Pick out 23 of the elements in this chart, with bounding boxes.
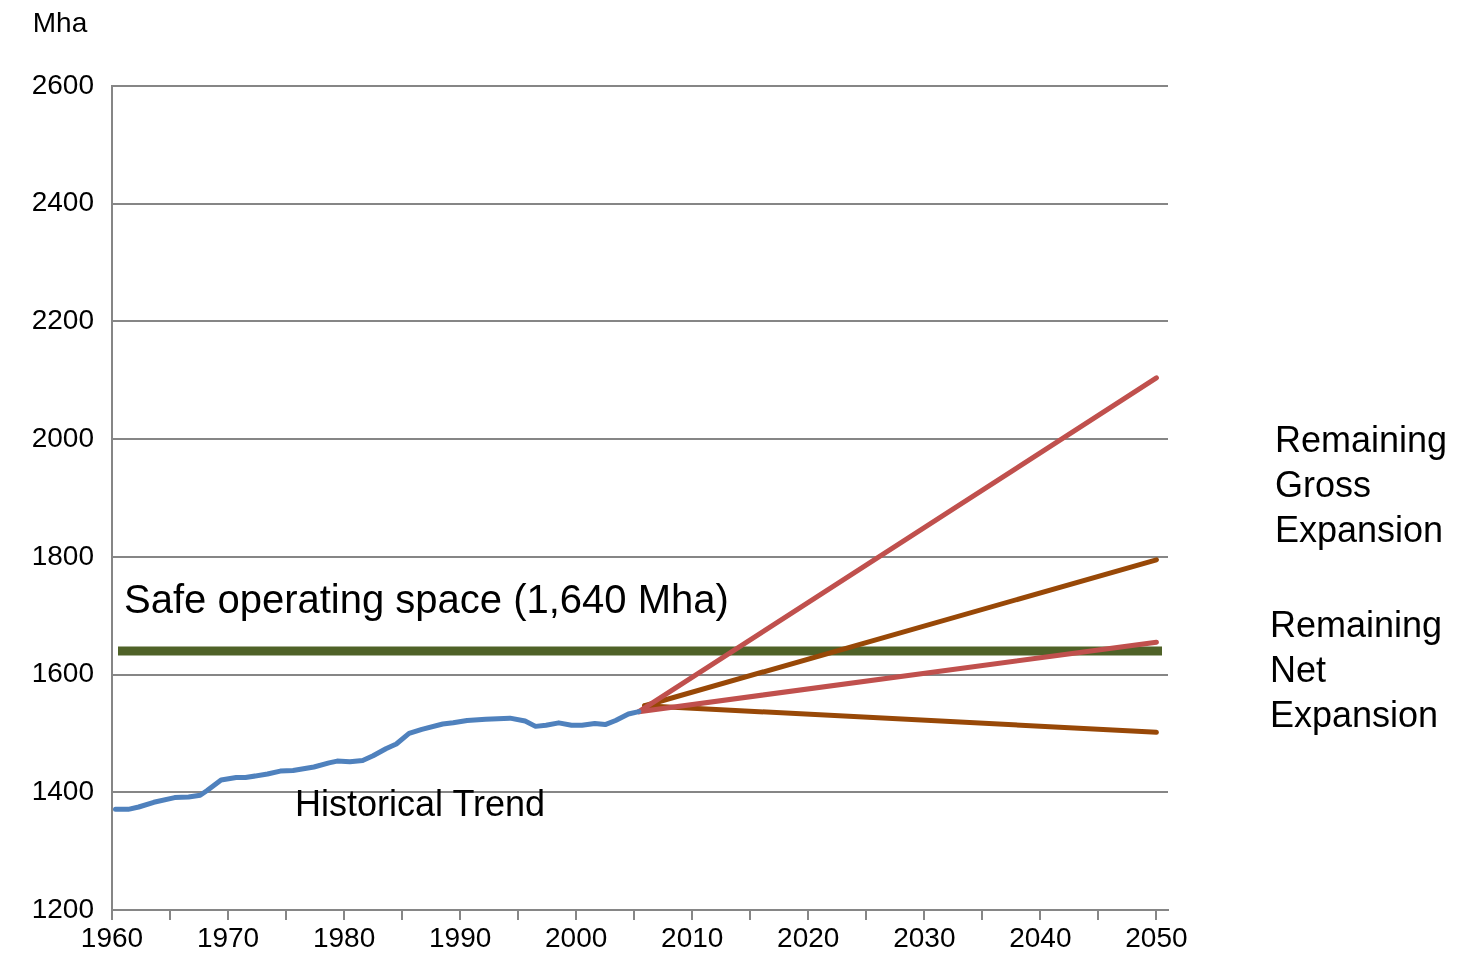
x-tick-label: 2040	[1009, 921, 1072, 953]
y-tick-label: 2000	[31, 421, 94, 453]
text: Remaining Net Expansion	[1270, 603, 1443, 735]
x-tick-label: 1980	[312, 921, 376, 953]
text: Remaining Gross Expansion	[1275, 418, 1448, 550]
y-tick-label: 1200	[31, 892, 94, 924]
y-tick-label: 2600	[31, 68, 94, 100]
y-tick-label: 1400	[31, 775, 94, 806]
x-tick-label: 2020	[777, 921, 840, 953]
x-tick-label: 2010	[661, 921, 724, 953]
y-tick-label: 1800	[31, 539, 94, 571]
x-tick-label: 2050	[1125, 921, 1188, 953]
annotation: Historical Trend	[295, 782, 546, 824]
y-tick-label: 2200	[31, 304, 94, 336]
ref-line-label: Safe operating space (1,640 Mha)	[124, 577, 729, 622]
x-tick-label: 2000	[545, 921, 608, 953]
y-tick-label: 2400	[31, 186, 94, 218]
x-tick-label: 2030	[893, 921, 956, 953]
y-tick-label: 1600	[31, 657, 94, 689]
x-tick-label: 1990	[428, 921, 492, 953]
x-tick-label: 1960	[80, 921, 144, 953]
y-axis-title: Mha	[32, 6, 88, 38]
x-tick-label: 1970	[196, 921, 260, 953]
